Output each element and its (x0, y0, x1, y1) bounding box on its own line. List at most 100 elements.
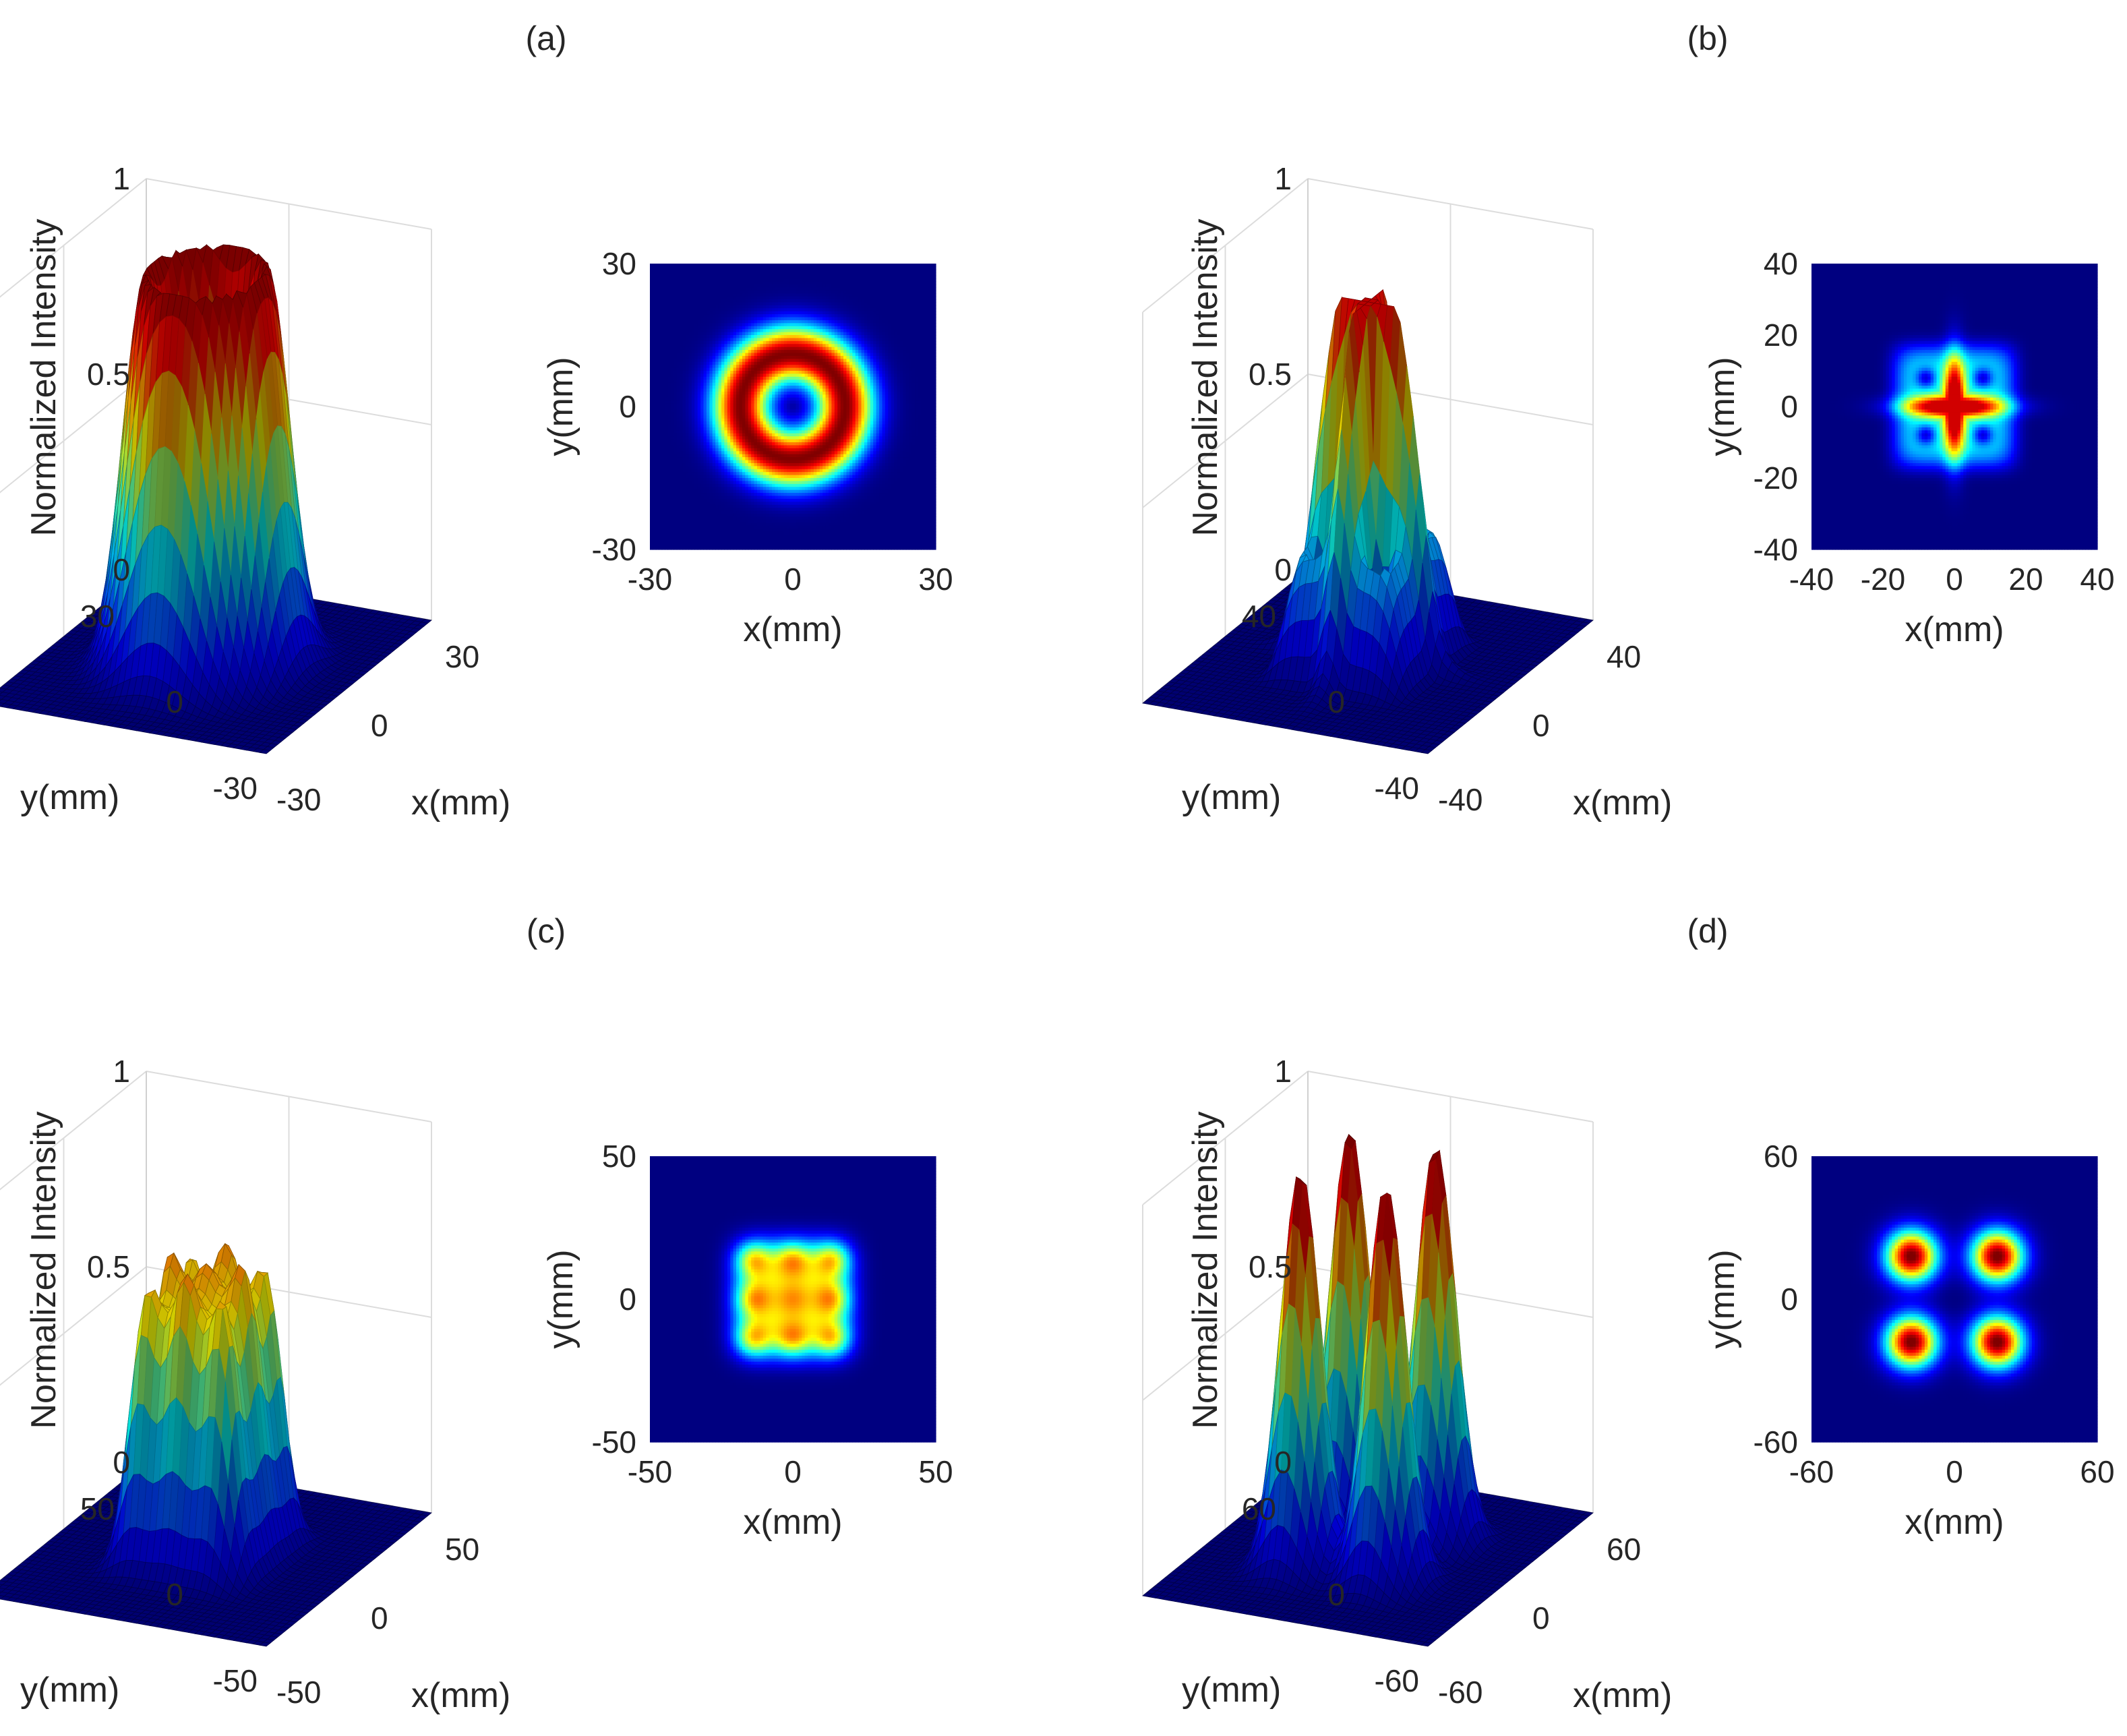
heatmap-y-tick-label: -20 (1754, 460, 1798, 496)
z-tick-label: 1 (113, 1054, 130, 1089)
y-axis-label: y(mm) (1182, 778, 1281, 817)
z-tick-label: 0.5 (87, 357, 130, 392)
panel-label: (a) (525, 20, 566, 57)
x-tick-label: 0 (371, 708, 388, 743)
x-tick-label: 50 (445, 1532, 479, 1567)
z-tick-label: 1 (113, 161, 130, 196)
heatmap-y-tick-label: 50 (602, 1139, 636, 1174)
z-tick-label: 1 (1274, 161, 1292, 196)
panel-label: (b) (1687, 20, 1728, 57)
y-tick-label: 0 (166, 1577, 183, 1612)
x-axis-label: x(mm) (1573, 783, 1672, 822)
x-tick-label: -60 (1438, 1675, 1482, 1710)
heatmap-y-tick-label: 20 (1764, 318, 1798, 353)
z-tick-label: 0 (113, 552, 130, 587)
heatmap-y-tick-label: 40 (1764, 246, 1798, 281)
y-tick-label: -40 (1375, 771, 1419, 806)
y-tick-label: -60 (1375, 1663, 1419, 1698)
heatmap-cells (1811, 264, 2098, 550)
surface-plot: 0 0.5 1 Normalized Intensity -60 0 60 -60 0 60 y(m… (1143, 1054, 1672, 1715)
z-axis-label: Normalized Intensity (24, 218, 63, 536)
x-tick-label: 30 (445, 639, 479, 674)
y-axis-label: y(mm) (20, 1671, 119, 1710)
z-axis-label: Normalized Intensity (1186, 1111, 1225, 1429)
surface-plot: 0 0.5 1 Normalized Intensity -50 0 50 -50 0 50 y(m… (0, 1054, 510, 1715)
heatmap-y-tick-label: 60 (1764, 1139, 1798, 1174)
x-tick-label: 60 (1607, 1532, 1641, 1567)
x-tick-label: 0 (1532, 708, 1550, 743)
z-tick-label: 0 (113, 1445, 130, 1480)
panel-a: (a) 0 0.5 1 Normalized Intensity -30 0 30 -30 0 30… (0, 20, 953, 822)
panel-label: (c) (527, 912, 566, 950)
x-tick-label: 0 (371, 1600, 388, 1636)
y-tick-label: 30 (80, 599, 115, 634)
x-axis-label: x(mm) (411, 1676, 510, 1715)
x-tick-label: -30 (276, 782, 321, 817)
z-tick-label: 1 (1274, 1054, 1292, 1089)
heatmap-x-axis-label: x(mm) (1905, 610, 2004, 649)
x-axis-label: x(mm) (1573, 1676, 1672, 1715)
surface-plot: 0 0.5 1 Normalized Intensity -30 0 30 -30 0 30 y(m… (0, 161, 510, 822)
heatmap-y-tick-label: -50 (592, 1425, 636, 1460)
y-tick-label: 0 (1327, 684, 1345, 719)
x-tick-label: -40 (1438, 782, 1482, 817)
x-tick-label: -50 (276, 1675, 321, 1710)
y-tick-label: 50 (80, 1491, 115, 1526)
z-axis-label: Normalized Intensity (24, 1111, 63, 1429)
heatmap-cells (650, 264, 936, 550)
heatmap-x-tick-label: 40 (2080, 562, 2114, 597)
y-tick-label: 60 (1242, 1491, 1276, 1526)
heatmap-y-tick-label: 0 (1780, 389, 1798, 424)
y-axis-label: y(mm) (1182, 1671, 1281, 1710)
y-tick-label: 0 (166, 684, 183, 719)
heatmap-y-axis-label: y(mm) (1703, 357, 1742, 456)
heatmap-y-axis-label: y(mm) (541, 357, 580, 456)
panel-label: (d) (1687, 912, 1728, 950)
surface-mesh (0, 1244, 431, 1646)
heatmap-x-tick-label: 0 (784, 562, 802, 597)
heatmap-y-axis-label: y(mm) (1703, 1249, 1742, 1348)
z-tick-label: 0.5 (87, 1249, 130, 1284)
heatmap-y-tick-label: 0 (619, 1282, 636, 1317)
y-tick-label: -30 (213, 771, 258, 806)
x-axis-label: x(mm) (411, 783, 510, 822)
y-tick-label: 40 (1242, 599, 1276, 634)
heatmap-y-tick-label: -40 (1754, 532, 1798, 567)
heatmap-x-tick-label: 60 (2080, 1454, 2114, 1489)
y-tick-label: 0 (1327, 1577, 1345, 1612)
heatmap-x-tick-label: 0 (1946, 1454, 1963, 1489)
z-tick-label: 0.5 (1249, 1249, 1292, 1284)
heatmap-y-tick-label: 0 (1780, 1282, 1798, 1317)
heatmap-x-axis-label: x(mm) (1905, 1503, 2004, 1542)
heatmap-x-tick-label: 30 (918, 562, 953, 597)
x-tick-label: 40 (1607, 639, 1641, 674)
surface-mesh (0, 245, 431, 754)
heatmap-y-tick-label: -60 (1754, 1425, 1798, 1460)
y-axis-label: y(mm) (20, 778, 119, 817)
heatmap-x-axis-label: x(mm) (743, 610, 842, 649)
heatmap-cells (650, 1156, 936, 1443)
heatmap-cells (1811, 1156, 2098, 1443)
panel-c: (c) 0 0.5 1 Normalized Intensity -50 0 50 -50 0 50… (0, 912, 953, 1715)
heatmap-y-axis-label: y(mm) (541, 1249, 580, 1348)
panel-d: (d) 0 0.5 1 Normalized Intensity -60 0 60 -60 0 60… (1143, 912, 2115, 1715)
z-tick-label: 0 (1274, 1445, 1292, 1480)
heatmap-y-tick-label: 0 (619, 389, 636, 424)
heatmap-y-tick-label: 30 (602, 246, 636, 281)
heatmap-x-tick-label: 0 (1946, 562, 1963, 597)
x-tick-label: 0 (1532, 1600, 1550, 1636)
heatmap-y-tick-label: -30 (592, 532, 636, 567)
heatmap-x-axis-label: x(mm) (743, 1503, 842, 1542)
heatmap-x-tick-label: 50 (918, 1454, 953, 1489)
heatmap-x-tick-label: -20 (1861, 562, 1905, 597)
y-tick-label: -50 (213, 1663, 258, 1698)
z-tick-label: 0 (1274, 552, 1292, 587)
z-axis-label: Normalized Intensity (1186, 218, 1225, 536)
